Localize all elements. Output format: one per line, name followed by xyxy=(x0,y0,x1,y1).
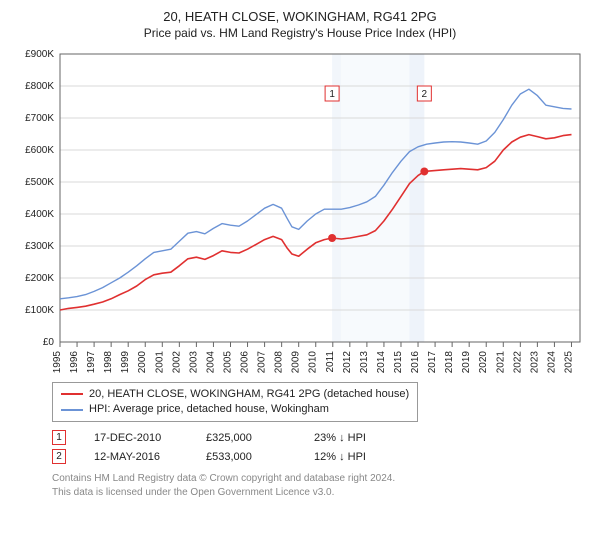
svg-text:1995: 1995 xyxy=(52,350,63,373)
svg-text:£600K: £600K xyxy=(25,145,54,156)
legend-item-hpi: HPI: Average price, detached house, Woki… xyxy=(61,402,409,417)
svg-text:1996: 1996 xyxy=(69,350,80,373)
chart-title: 20, HEATH CLOSE, WOKINGHAM, RG41 2PG xyxy=(14,8,586,26)
svg-text:2014: 2014 xyxy=(376,350,387,373)
sales-table: 1 17-DEC-2010 £325,000 23% ↓ HPI 2 12-MAY-201… xyxy=(52,428,586,466)
svg-text:2015: 2015 xyxy=(393,350,404,373)
svg-text:£700K: £700K xyxy=(25,113,54,124)
svg-text:2: 2 xyxy=(422,89,428,100)
footnote-line-1: Contains HM Land Registry data © Crown c… xyxy=(52,472,586,486)
svg-text:2005: 2005 xyxy=(222,350,233,373)
svg-text:£900K: £900K xyxy=(25,49,54,60)
sale-delta: 23% ↓ HPI xyxy=(314,432,394,444)
svg-text:2006: 2006 xyxy=(240,350,251,373)
legend: 20, HEATH CLOSE, WOKINGHAM, RG41 2PG (de… xyxy=(52,382,418,423)
svg-text:2018: 2018 xyxy=(444,350,455,373)
chart-subtitle: Price paid vs. HM Land Registry's House … xyxy=(14,26,586,40)
svg-text:£200K: £200K xyxy=(25,273,54,284)
svg-text:1997: 1997 xyxy=(86,350,97,373)
svg-text:2020: 2020 xyxy=(478,350,489,373)
svg-text:£0: £0 xyxy=(43,337,55,348)
svg-text:2012: 2012 xyxy=(342,350,353,373)
svg-text:2003: 2003 xyxy=(188,350,199,373)
svg-text:£500K: £500K xyxy=(25,177,54,188)
svg-text:2021: 2021 xyxy=(495,350,506,373)
svg-text:£300K: £300K xyxy=(25,241,54,252)
legend-swatch-2 xyxy=(61,409,83,411)
svg-text:2013: 2013 xyxy=(359,350,370,373)
sale-date: 12-MAY-2016 xyxy=(94,451,178,463)
sale-row: 2 12-MAY-2016 £533,000 12% ↓ HPI xyxy=(52,447,586,466)
footnote: Contains HM Land Registry data © Crown c… xyxy=(52,472,586,499)
svg-text:£100K: £100K xyxy=(25,305,54,316)
svg-text:2008: 2008 xyxy=(274,350,285,373)
svg-text:2002: 2002 xyxy=(171,350,182,373)
sale-row: 1 17-DEC-2010 £325,000 23% ↓ HPI xyxy=(52,428,586,447)
svg-text:2001: 2001 xyxy=(154,350,165,373)
sale-price: £533,000 xyxy=(206,451,286,463)
price-chart: £0 £100K £200K £300K £400K £500K £600K £700K £80… xyxy=(14,46,586,376)
svg-text:1: 1 xyxy=(329,89,335,100)
svg-text:£400K: £400K xyxy=(25,209,54,220)
svg-text:2007: 2007 xyxy=(257,350,268,373)
svg-text:2017: 2017 xyxy=(427,350,438,373)
svg-text:2025: 2025 xyxy=(563,350,574,373)
svg-text:1998: 1998 xyxy=(103,350,114,373)
svg-text:2019: 2019 xyxy=(461,350,472,373)
sale-delta: 12% ↓ HPI xyxy=(314,451,394,463)
footnote-line-2: This data is licensed under the Open Gov… xyxy=(52,486,586,500)
legend-item-price-paid: 20, HEATH CLOSE, WOKINGHAM, RG41 2PG (de… xyxy=(61,387,409,402)
legend-label-1: 20, HEATH CLOSE, WOKINGHAM, RG41 2PG (de… xyxy=(89,387,409,402)
svg-text:2011: 2011 xyxy=(325,350,336,372)
svg-text:2024: 2024 xyxy=(546,350,557,373)
legend-swatch-1 xyxy=(61,393,83,395)
svg-text:1999: 1999 xyxy=(120,350,131,373)
svg-text:2009: 2009 xyxy=(291,350,302,373)
sale-date: 17-DEC-2010 xyxy=(94,432,178,444)
legend-label-2: HPI: Average price, detached house, Woki… xyxy=(89,402,329,417)
svg-text:2010: 2010 xyxy=(308,350,319,373)
svg-text:2004: 2004 xyxy=(205,350,216,373)
sale-price: £325,000 xyxy=(206,432,286,444)
sale-marker: 2 xyxy=(52,449,66,464)
svg-text:2023: 2023 xyxy=(529,350,540,373)
svg-text:£800K: £800K xyxy=(25,81,54,92)
svg-text:2000: 2000 xyxy=(137,350,148,373)
svg-text:2016: 2016 xyxy=(410,350,421,373)
svg-text:2022: 2022 xyxy=(512,350,523,373)
sale-marker: 1 xyxy=(52,430,66,445)
